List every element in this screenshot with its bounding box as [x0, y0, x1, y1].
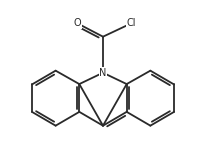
Text: N: N: [99, 68, 107, 78]
Text: Cl: Cl: [127, 18, 136, 28]
Text: O: O: [73, 18, 81, 28]
